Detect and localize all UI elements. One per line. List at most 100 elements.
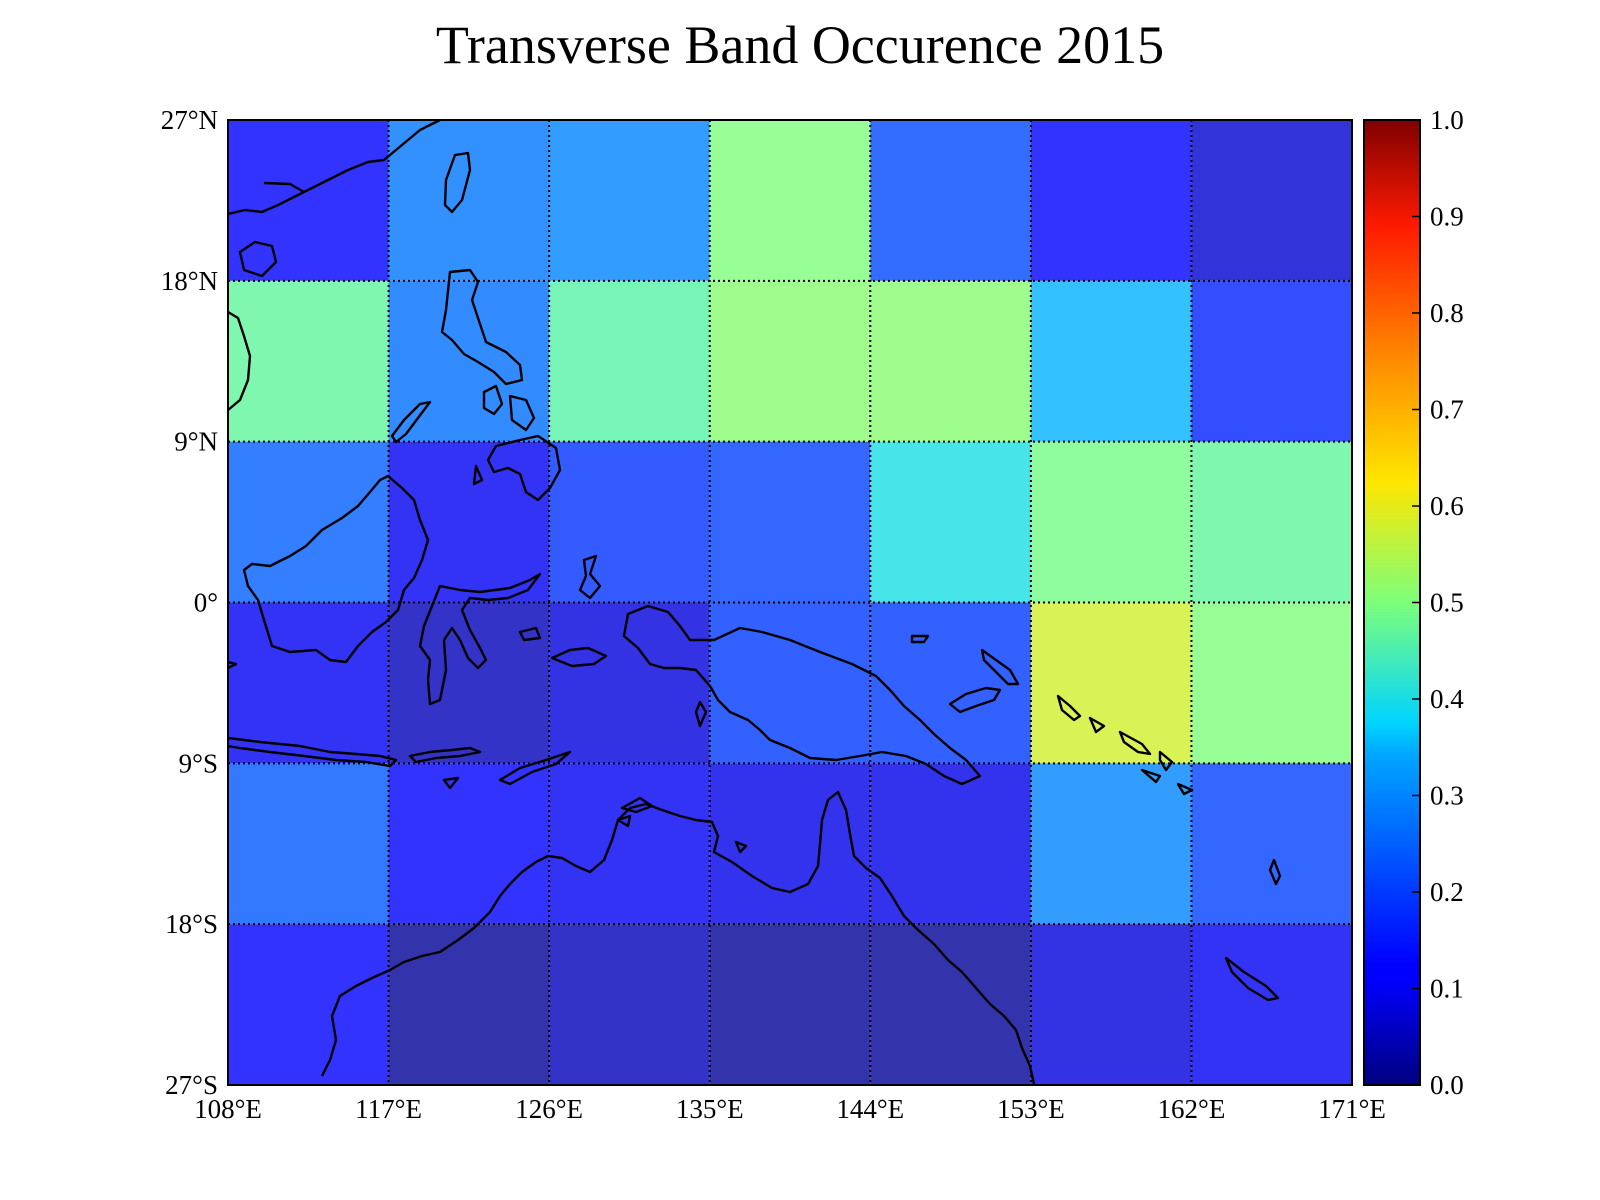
coastline-palawan: [390, 400, 432, 444]
y-tick-label: 18°N: [161, 266, 218, 296]
heatmap-cell: [388, 924, 550, 1085]
heatmap-cell: [1030, 280, 1192, 442]
colorbar-tick-label: 0.1: [1430, 974, 1464, 1004]
coastline-new-caledonia: [1224, 956, 1280, 1002]
colorbar-ticks: 0.0 0.1 0.2 0.3 0.4 0.5 0.6 0.7 0.8 0.9 1.0: [1412, 105, 1464, 1100]
coastline-hainan: [238, 240, 278, 278]
heatmap-cell: [1030, 924, 1192, 1085]
heatmap-cell: [1191, 602, 1352, 764]
heatmap-cell: [228, 120, 389, 281]
heatmap-cell: [388, 763, 550, 925]
heatmap-cell: [388, 120, 550, 281]
heatmap-cell: [388, 280, 550, 442]
heatmap-cell: [1030, 763, 1192, 925]
coastline-seram: [550, 646, 608, 668]
coastline-sulu: [472, 464, 484, 486]
heatmap-cell: [1030, 120, 1192, 281]
coastline-taiwan: [443, 151, 472, 214]
coastline-visayas: [508, 394, 536, 432]
coastline-new-britain: [948, 686, 1002, 714]
coastline-aru: [694, 700, 708, 728]
heatmap-cell: [228, 441, 389, 603]
colorbar-tick-label: 0.4: [1430, 684, 1464, 714]
heatmap-cell: [228, 280, 389, 442]
coastline-sumbawa-east: [442, 776, 460, 790]
gridlines: [228, 120, 1352, 1085]
heatmap-cell: [709, 763, 871, 925]
colorbar: 0.0 0.1 0.2 0.3 0.4 0.5 0.6 0.7 0.8 0.9 1.0: [1363, 105, 1464, 1100]
y-tick-label: 27°N: [161, 105, 218, 135]
heatmap-cell: [1030, 441, 1192, 603]
x-tick-label: 108°E: [194, 1094, 262, 1124]
heatmap-cell: [709, 924, 871, 1085]
heatmap-cell: [1191, 120, 1352, 281]
heatmap-cell: [549, 763, 710, 925]
colorbar-tick-label: 0.5: [1430, 588, 1464, 618]
heatmap-cell: [228, 924, 389, 1085]
heatmap-cells: [228, 120, 1352, 1085]
plot-frame: [227, 119, 1353, 1086]
y-tick-label: 27°S: [165, 1070, 218, 1100]
coastline-solomons-2: [1088, 716, 1106, 734]
x-tick-label: 117°E: [355, 1094, 422, 1124]
coastline-new-ireland: [980, 648, 1020, 686]
coastline-halmahera: [578, 554, 602, 600]
coastline-borneo: [242, 474, 430, 664]
x-tick-label: 171°E: [1318, 1094, 1386, 1124]
coastline-timor: [498, 750, 572, 786]
coastline-lesser-sundas: [408, 746, 482, 764]
heatmap-cell: [709, 441, 871, 603]
heatmap-cell: [1191, 280, 1352, 442]
coastline-vanuatu: [1268, 858, 1282, 886]
coastline-arnhem-islands: [620, 796, 654, 814]
heatmap-cell: [549, 924, 710, 1085]
coastline-luzon: [440, 268, 524, 386]
heatmap-cell: [549, 280, 710, 442]
coastline-melville: [616, 814, 632, 828]
y-tick-label: 0°: [194, 588, 218, 618]
coastline-new-guinea: [622, 604, 982, 786]
heatmap-cell: [549, 602, 710, 764]
y-tick-label: 9°N: [174, 427, 218, 457]
heatmap-cell: [1030, 602, 1192, 764]
heatmap-cell: [870, 280, 1031, 442]
coastline-sulawesi: [418, 572, 542, 706]
heatmap-cell: [228, 763, 389, 925]
heatmap-cell: [709, 280, 871, 442]
heatmap-cell: [870, 120, 1031, 281]
coastline-mindoro: [482, 384, 504, 416]
heatmap-cell: [228, 602, 389, 764]
coastline-solomons-6: [1176, 782, 1194, 796]
coastline-vietnam: [228, 310, 252, 411]
colorbar-tick-label: 0.0: [1430, 1070, 1464, 1100]
coastline-australia: [320, 790, 1036, 1085]
colorbar-tick-label: 0.3: [1430, 781, 1464, 811]
heatmap-cell: [549, 441, 710, 603]
heatmap-cell: [1191, 763, 1352, 925]
colorbar-tick-label: 0.6: [1430, 491, 1464, 521]
x-axis-ticks: 108°E 117°E 126°E 135°E 144°E 153°E 162°E 171°E: [194, 1094, 1386, 1124]
coastline-sumatra: [228, 660, 238, 670]
coastline-buru: [518, 626, 542, 642]
colorbar-gradient: [1363, 119, 1421, 1086]
x-tick-label: 162°E: [1158, 1094, 1226, 1124]
colorbar-tick-label: 0.2: [1430, 877, 1464, 907]
heatmap-cell: [1191, 924, 1352, 1085]
coastline-asia: [228, 120, 441, 216]
coastline-solomons-1: [1056, 694, 1082, 722]
heatmap-cell: [870, 763, 1031, 925]
chart-title: Transverse Band Occurence 2015: [435, 15, 1165, 75]
coastline-solomons-4: [1158, 750, 1174, 772]
coastline-mindanao: [486, 434, 562, 502]
x-tick-label: 153°E: [997, 1094, 1065, 1124]
x-tick-label: 135°E: [676, 1094, 744, 1124]
heatmap-cell: [1191, 441, 1352, 603]
heatmap-cell: [709, 602, 871, 764]
colorbar-tick-label: 0.9: [1430, 202, 1464, 232]
y-tick-label: 9°S: [179, 748, 218, 778]
heatmap-cell: [870, 924, 1031, 1085]
heatmap-cell: [709, 120, 871, 281]
coastline-china-south: [263, 181, 305, 194]
colorbar-tick-label: 1.0: [1430, 105, 1464, 135]
